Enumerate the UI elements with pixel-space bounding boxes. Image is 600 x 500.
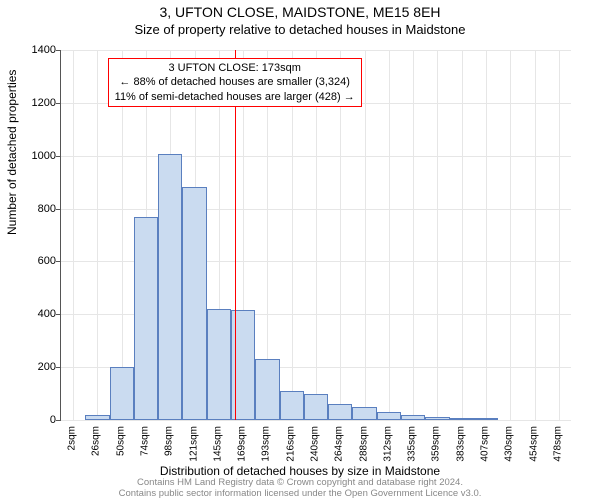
- bar: [158, 154, 182, 420]
- annotation-line3: 11% of semi-detached houses are larger (…: [115, 90, 355, 104]
- x-tick-label: 169sqm: [237, 426, 248, 462]
- bar: [255, 359, 279, 420]
- x-tick-label: 383sqm: [455, 426, 466, 462]
- y-tick-label: 1000: [16, 150, 56, 162]
- y-tick-label: 400: [16, 308, 56, 320]
- gridline-v: [559, 50, 560, 420]
- x-tick-label: 50sqm: [115, 426, 126, 456]
- x-tick-label: 312sqm: [382, 426, 393, 462]
- bar: [450, 418, 474, 420]
- bar: [85, 415, 109, 420]
- bar: [474, 418, 498, 420]
- y-tick-mark: [56, 261, 61, 262]
- y-tick-label: 1400: [16, 44, 56, 56]
- y-tick-mark: [56, 367, 61, 368]
- bar: [110, 367, 134, 420]
- bar: [280, 391, 304, 420]
- x-tick-label: 26sqm: [91, 426, 102, 456]
- gridline-v: [413, 50, 414, 420]
- x-tick-label: 335sqm: [407, 426, 418, 462]
- bar: [134, 217, 158, 421]
- bar: [425, 417, 449, 420]
- x-tick-label: 478sqm: [552, 426, 563, 462]
- x-tick-label: 430sqm: [504, 426, 515, 462]
- bar: [328, 404, 352, 420]
- x-axis-label: Distribution of detached houses by size …: [0, 464, 600, 478]
- y-tick-mark: [56, 156, 61, 157]
- chart-subtitle: Size of property relative to detached ho…: [0, 22, 600, 37]
- annotation-box: 3 UFTON CLOSE: 173sqm← 88% of detached h…: [108, 58, 362, 107]
- gridline-v: [389, 50, 390, 420]
- annotation-line1: 3 UFTON CLOSE: 173sqm: [115, 61, 355, 75]
- annotation-line2: ← 88% of detached houses are smaller (3,…: [115, 75, 355, 89]
- x-tick-label: 288sqm: [358, 426, 369, 462]
- gridline-v: [462, 50, 463, 420]
- gridline-v: [486, 50, 487, 420]
- y-tick-label: 200: [16, 361, 56, 373]
- gridline-h: [61, 420, 571, 421]
- x-tick-label: 359sqm: [431, 426, 442, 462]
- gridline-v: [510, 50, 511, 420]
- gridline-v: [97, 50, 98, 420]
- x-tick-label: 264sqm: [334, 426, 345, 462]
- x-tick-label: 2sqm: [67, 426, 78, 450]
- y-tick-mark: [56, 209, 61, 210]
- x-tick-label: 121sqm: [188, 426, 199, 462]
- bar: [182, 187, 206, 420]
- x-tick-label: 240sqm: [310, 426, 321, 462]
- figure: 3, UFTON CLOSE, MAIDSTONE, ME15 8EH Size…: [0, 0, 600, 500]
- gridline-v: [73, 50, 74, 420]
- y-tick-mark: [56, 50, 61, 51]
- bar: [304, 394, 328, 420]
- x-tick-label: 216sqm: [285, 426, 296, 462]
- bar: [401, 415, 425, 420]
- chart-title: 3, UFTON CLOSE, MAIDSTONE, ME15 8EH: [0, 4, 600, 20]
- bar: [352, 407, 376, 420]
- gridline-v: [437, 50, 438, 420]
- gridline-v: [535, 50, 536, 420]
- x-tick-label: 145sqm: [212, 426, 223, 462]
- x-tick-label: 193sqm: [261, 426, 272, 462]
- bar: [377, 412, 401, 420]
- y-tick-label: 1200: [16, 97, 56, 109]
- x-tick-label: 407sqm: [480, 426, 491, 462]
- y-tick-label: 800: [16, 203, 56, 215]
- bar: [207, 309, 231, 420]
- caption-line2: Contains public sector information licen…: [0, 489, 600, 500]
- x-tick-label: 74sqm: [140, 426, 151, 456]
- y-tick-label: 0: [16, 414, 56, 426]
- y-tick-label: 600: [16, 255, 56, 267]
- x-tick-label: 98sqm: [164, 426, 175, 456]
- plot-area: 3 UFTON CLOSE: 173sqm← 88% of detached h…: [60, 50, 571, 421]
- gridline-v: [365, 50, 366, 420]
- y-tick-mark: [56, 314, 61, 315]
- y-tick-mark: [56, 103, 61, 104]
- y-tick-mark: [56, 420, 61, 421]
- source-caption: Contains HM Land Registry data © Crown c…: [0, 478, 600, 500]
- x-tick-label: 454sqm: [528, 426, 539, 462]
